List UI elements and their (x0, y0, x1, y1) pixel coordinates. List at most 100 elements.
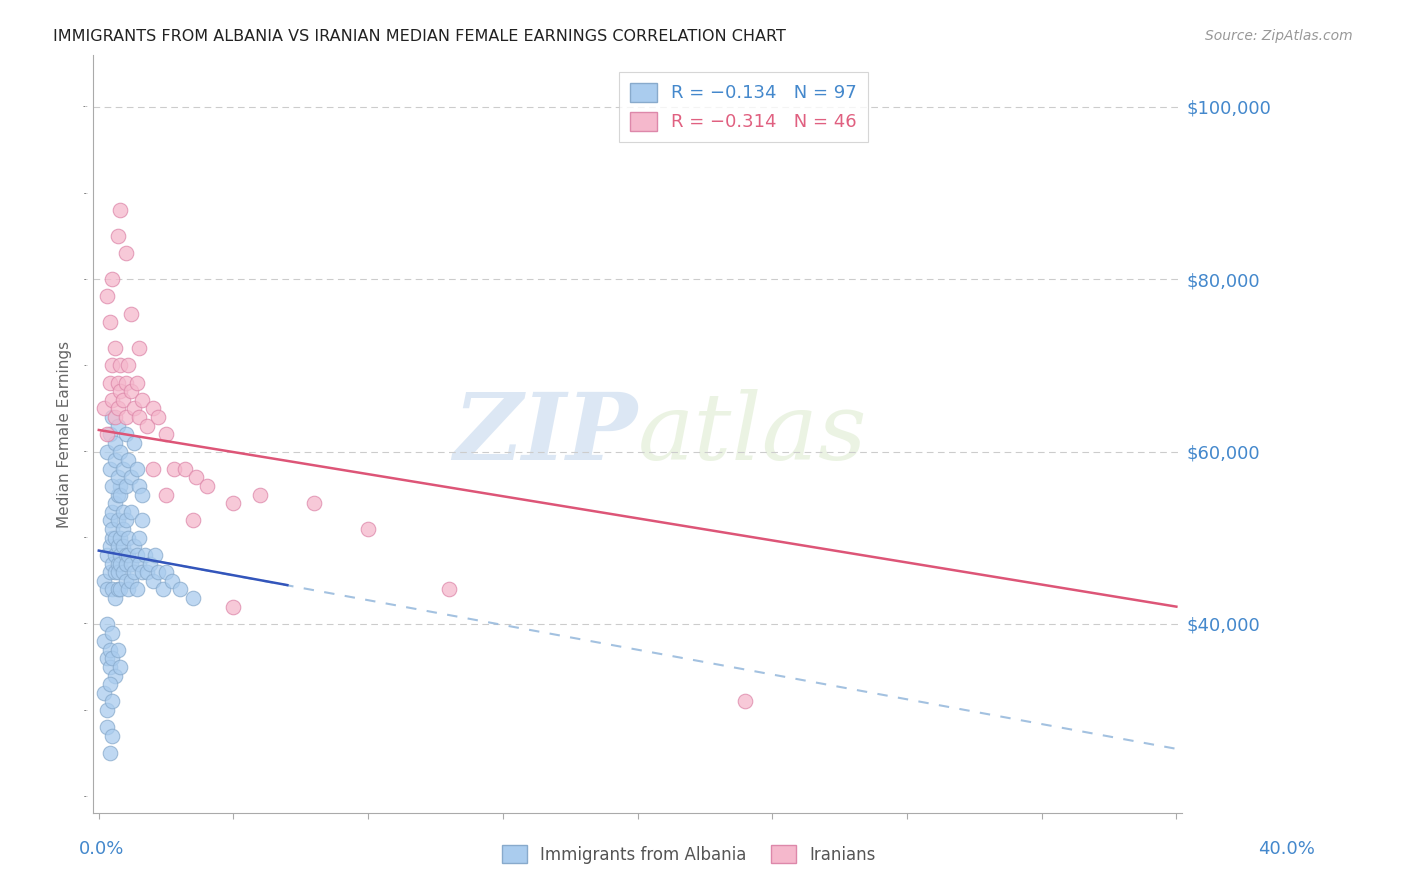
Point (96, 616, 118, 631)
Point (120, 557, 142, 571)
Point (93, 686, 115, 700)
Point (117, 548, 139, 562)
Point (163, 462, 186, 476)
Point (110, 203, 132, 218)
Point (181, 591, 204, 605)
Text: 0.0%: 0.0% (79, 840, 124, 858)
Point (125, 582, 148, 597)
Point (146, 565, 169, 579)
Point (734, 694, 756, 708)
Point (120, 307, 142, 321)
Point (120, 574, 142, 588)
Point (131, 513, 153, 527)
Point (114, 548, 136, 562)
Point (93, 634, 115, 648)
Point (181, 513, 204, 527)
Point (107, 642, 129, 657)
Point (110, 548, 132, 562)
Point (98, 746, 121, 760)
Text: Source: ZipAtlas.com: Source: ZipAtlas.com (1205, 29, 1353, 44)
Point (107, 401, 129, 416)
Point (110, 359, 132, 373)
Point (104, 410, 127, 425)
Point (96, 651, 118, 665)
Point (98, 660, 121, 674)
Point (96, 444, 118, 458)
Point (155, 427, 177, 442)
Point (101, 557, 124, 571)
Point (101, 651, 124, 665)
Point (98, 315, 121, 329)
Point (101, 729, 124, 743)
Point (114, 376, 136, 390)
Point (98, 677, 121, 691)
Point (98, 427, 121, 442)
Point (98, 513, 121, 527)
Text: 40.0%: 40.0% (1258, 840, 1315, 858)
Point (93, 574, 115, 588)
Point (139, 557, 162, 571)
Point (114, 479, 136, 493)
Legend: R = −0.134   N = 97, R = −0.314   N = 46: R = −0.134 N = 97, R = −0.314 N = 46 (619, 71, 868, 142)
Point (357, 522, 380, 536)
Point (142, 401, 165, 416)
Point (96, 289, 118, 303)
Point (174, 462, 197, 476)
Point (101, 582, 124, 597)
Point (122, 401, 145, 416)
Point (107, 513, 129, 527)
Point (110, 531, 132, 545)
Point (195, 479, 218, 493)
Point (110, 444, 132, 458)
Point (101, 694, 124, 708)
Point (249, 488, 271, 502)
Point (112, 462, 135, 476)
Point (96, 720, 118, 734)
Point (122, 565, 145, 579)
Point (98, 642, 121, 657)
Legend: Immigrants from Albania, Iranians: Immigrants from Albania, Iranians (495, 838, 883, 871)
Point (131, 392, 153, 407)
Point (114, 427, 136, 442)
Point (117, 453, 139, 467)
Point (152, 582, 174, 597)
Point (136, 565, 159, 579)
Point (134, 548, 156, 562)
Point (110, 660, 132, 674)
Point (110, 557, 132, 571)
Point (110, 582, 132, 597)
Point (101, 359, 124, 373)
Point (120, 470, 142, 484)
Point (117, 359, 139, 373)
Point (120, 384, 142, 399)
Point (98, 376, 121, 390)
Point (120, 505, 142, 519)
Point (114, 410, 136, 425)
Point (96, 582, 118, 597)
Point (104, 591, 127, 605)
Point (107, 376, 129, 390)
Point (104, 453, 127, 467)
Point (112, 522, 135, 536)
Point (101, 479, 124, 493)
Point (114, 246, 136, 260)
Point (104, 548, 127, 562)
Point (107, 565, 129, 579)
Point (136, 418, 159, 433)
Text: ZIP: ZIP (453, 389, 637, 479)
Point (128, 479, 150, 493)
Point (125, 462, 148, 476)
Point (125, 548, 148, 562)
Point (131, 565, 153, 579)
Point (107, 418, 129, 433)
Point (101, 505, 124, 519)
Point (155, 488, 177, 502)
Point (110, 384, 132, 399)
Point (107, 539, 129, 553)
Point (107, 488, 129, 502)
Point (96, 427, 118, 442)
Text: IMMIGRANTS FROM ALBANIA VS IRANIAN MEDIAN FEMALE EARNINGS CORRELATION CHART: IMMIGRANTS FROM ALBANIA VS IRANIAN MEDIA… (53, 29, 786, 45)
Point (222, 496, 245, 510)
Point (101, 531, 124, 545)
Point (104, 341, 127, 355)
